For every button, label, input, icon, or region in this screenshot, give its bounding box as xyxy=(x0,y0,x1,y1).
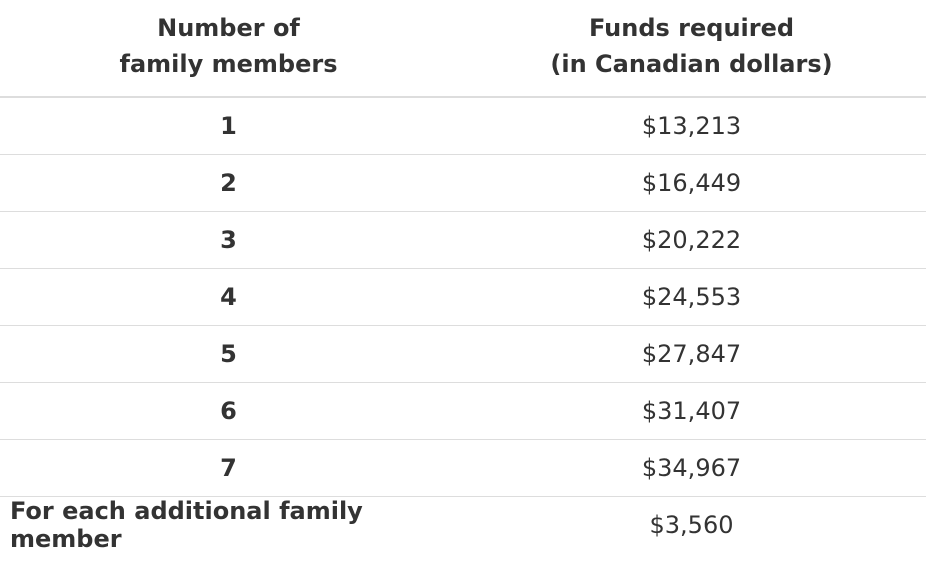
table-row: 4 $24,553 xyxy=(0,268,926,326)
table-row: 1 $13,213 xyxy=(0,97,926,155)
table-row: 2 $16,449 xyxy=(0,154,926,212)
header-family-members: Number of family members xyxy=(0,0,457,98)
header-funds-required-line1: Funds required xyxy=(588,14,795,42)
table-row: 6 $31,407 xyxy=(0,382,926,440)
family-members-cell: 1 xyxy=(0,97,457,155)
funds-required-cell: $20,222 xyxy=(457,211,926,269)
funds-required-cell: $24,553 xyxy=(457,268,926,326)
table-row: 7 $34,967 xyxy=(0,439,926,497)
table-body: 1 $13,213 2 $16,449 3 $20,222 4 $24,553 … xyxy=(0,97,926,553)
header-row: Number of family members Funds required … xyxy=(0,0,926,98)
additional-member-label: For each additional family member xyxy=(10,497,363,553)
family-members-cell: 2 xyxy=(0,154,457,212)
family-members-cell: 4 xyxy=(0,268,457,326)
table-header: Number of family members Funds required … xyxy=(0,0,926,98)
funds-required-cell: $34,967 xyxy=(457,439,926,497)
funds-table: Number of family members Funds required … xyxy=(0,0,926,553)
family-members-cell: 6 xyxy=(0,382,457,440)
additional-member-funds: $3,560 xyxy=(649,511,734,539)
header-funds-required-line2: (in Canadian dollars) xyxy=(550,50,833,78)
table-row: 3 $20,222 xyxy=(0,211,926,269)
table-row: 5 $27,847 xyxy=(0,325,926,383)
header-family-members-line1: Number of xyxy=(157,14,300,42)
header-funds-required: Funds required (in Canadian dollars) xyxy=(457,0,926,98)
family-members-cell: 7 xyxy=(0,439,457,497)
funds-required-cell: $13,213 xyxy=(457,97,926,155)
funds-required-cell: $27,847 xyxy=(457,325,926,383)
table-row-additional-member: For each additional family member $3,560 xyxy=(0,497,926,553)
family-members-cell: 3 xyxy=(0,211,457,269)
funds-required-cell: $16,449 xyxy=(457,154,926,212)
family-members-cell: 5 xyxy=(0,325,457,383)
funds-required-cell: $31,407 xyxy=(457,382,926,440)
header-family-members-line2: family members xyxy=(119,50,338,78)
